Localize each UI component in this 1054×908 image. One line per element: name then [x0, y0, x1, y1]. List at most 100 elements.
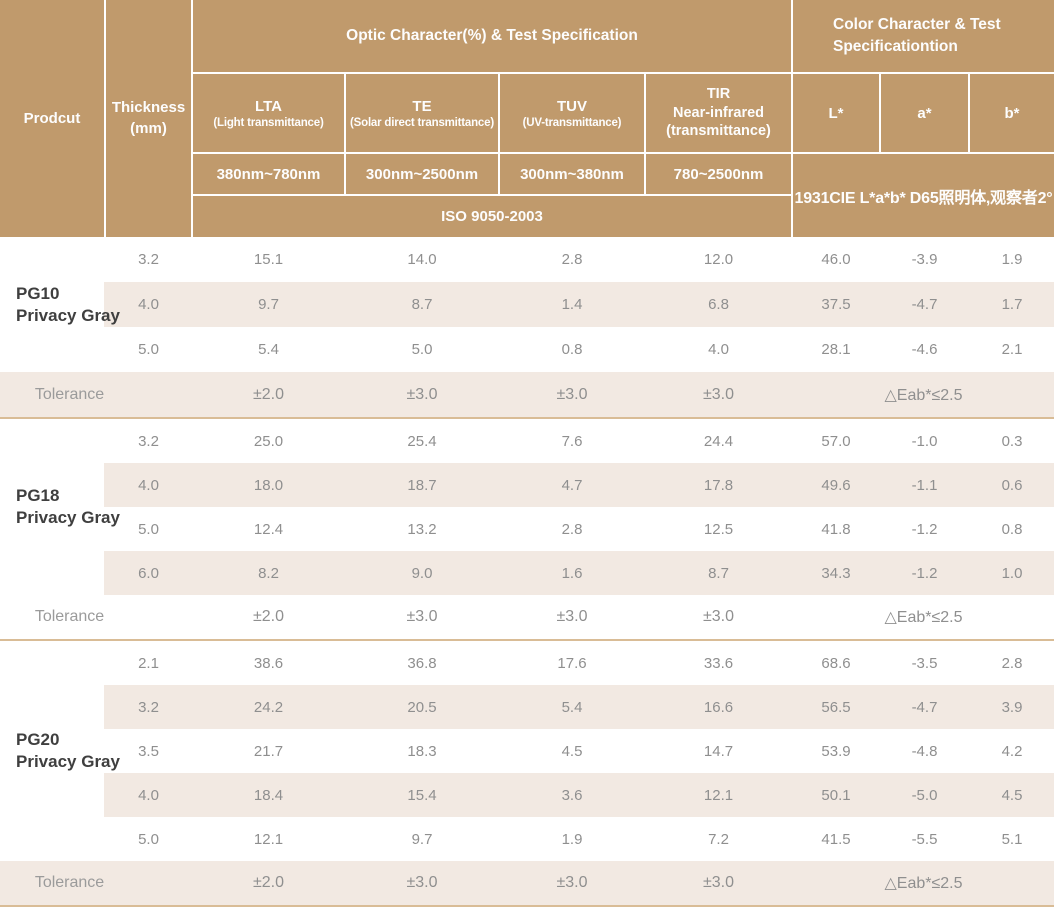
- product-cell: [0, 419, 104, 463]
- table-row: 3.2 25.0 25.4 7.6 24.4 57.0 -1.0 0.3: [0, 419, 1054, 463]
- lta-tolerance: ±2.0: [252, 874, 285, 891]
- lta-value: 38.6: [253, 654, 284, 672]
- tuv-tolerance: ±3.0: [556, 385, 588, 403]
- header-te-abbr: TE: [412, 97, 432, 115]
- color-tolerance: △Eab*≤2.5: [884, 609, 963, 626]
- product-cell: [0, 641, 104, 685]
- header-lta-abbr: LTA: [255, 97, 282, 115]
- product-code: PG18: [16, 485, 60, 505]
- thickness-value: 3.2: [138, 698, 159, 716]
- header-iso-standard: ISO 9050-2003: [193, 196, 791, 237]
- header-astar: a*: [881, 74, 968, 152]
- thickness-value: 3.2: [138, 432, 159, 450]
- section-divider: [0, 905, 1054, 907]
- product-type: Privacy Gray: [16, 752, 120, 771]
- lstar-value: 50.1: [821, 786, 851, 804]
- header-thickness-line2: (mm): [130, 119, 167, 137]
- header-color-title-line1: Color Character & Test: [833, 15, 1001, 33]
- product-code: PG20: [16, 729, 60, 749]
- tir-value: 16.6: [703, 698, 734, 716]
- thickness-value: 5.0: [138, 520, 159, 538]
- astar-value: -5.5: [911, 830, 938, 848]
- product-code: PG10: [16, 283, 60, 303]
- table-row: 5.0 12.4 13.2 2.8 12.5 41.8 -1.2 0.8: [0, 507, 1054, 551]
- header-tir: TIR Near-infrared (transmittance): [646, 74, 791, 152]
- header-optic-title: Optic Character(%) & Test Specification: [193, 0, 791, 72]
- product-cell: [0, 773, 104, 817]
- tir-tolerance: ±3.0: [702, 874, 735, 891]
- tir-tolerance: ±3.0: [702, 608, 735, 625]
- bstar-value: 1.0: [1001, 564, 1023, 582]
- thickness-value: 3.5: [138, 742, 159, 760]
- tir-value: 4.0: [708, 341, 729, 358]
- lstar-value: 41.5: [821, 830, 851, 848]
- lta-value: 18.0: [253, 476, 284, 494]
- product-cell: [0, 463, 104, 507]
- tuv-tolerance: ±3.0: [556, 874, 588, 891]
- tolerance-label: Tolerance: [34, 385, 105, 403]
- header-te-range: 300nm~2500nm: [346, 154, 498, 194]
- product-type: Privacy Gray: [16, 305, 120, 325]
- table-row: 5.0 12.1 9.7 1.9 7.2 41.5 -5.5 5.1: [0, 817, 1054, 861]
- tir-value: 14.7: [703, 742, 734, 760]
- product-cell: [0, 551, 104, 595]
- section-divider: [0, 417, 1054, 419]
- astar-value: -3.5: [911, 654, 938, 672]
- header-te: TE (Solar direct transmittance): [346, 74, 498, 152]
- bstar-value: 3.9: [1001, 698, 1023, 716]
- header-tir-range: 780~2500nm: [646, 154, 791, 194]
- tir-value: 6.8: [708, 296, 729, 313]
- header-tuv-range: 300nm~380nm: [500, 154, 644, 194]
- tolerance-label: Tolerance: [34, 608, 105, 625]
- tir-value: 24.4: [703, 432, 734, 450]
- header-color-title: Color Character & Test Specificationtion: [793, 0, 1054, 72]
- tir-tolerance: ±3.0: [702, 385, 735, 403]
- astar-value: -5.0: [911, 786, 938, 804]
- header-thickness-line1: Thickness: [111, 99, 186, 117]
- bstar-value: 0.6: [1001, 476, 1023, 494]
- te-value: 18.7: [407, 476, 437, 494]
- thickness-value: 4.0: [138, 786, 159, 804]
- te-value: 9.0: [411, 564, 433, 582]
- tir-value: 12.5: [703, 520, 734, 538]
- astar-value: -4.7: [911, 296, 938, 313]
- te-value: 13.2: [407, 520, 437, 538]
- lta-value: 15.1: [253, 251, 284, 268]
- tolerance-row: Tolerance ±2.0 ±3.0 ±3.0 ±3.0 △Eab*≤2.5: [0, 595, 1054, 639]
- lta-value: 8.2: [258, 564, 279, 582]
- thickness-value: 4.0: [138, 476, 159, 494]
- bstar-value: 0.8: [1001, 520, 1023, 538]
- astar-value: -1.2: [911, 520, 938, 538]
- lstar-value: 46.0: [821, 251, 851, 268]
- lta-value: 21.7: [253, 742, 284, 760]
- table-row: 6.0 8.2 9.0 1.6 8.7 34.3 -1.2 1.0: [0, 551, 1054, 595]
- product-cell: [0, 327, 104, 372]
- header-lta-desc: (Light transmittance): [213, 116, 324, 129]
- header-tuv-abbr: TUV: [557, 97, 587, 115]
- lta-value: 24.2: [253, 698, 284, 716]
- te-tolerance: ±3.0: [406, 608, 438, 625]
- tuv-value: 2.8: [561, 251, 583, 268]
- bstar-value: 0.3: [1001, 432, 1023, 450]
- section-pg20: PG20 Privacy Gray 2.1 38.6 36.8 17.6 33.…: [0, 641, 1054, 907]
- astar-value: -1.2: [911, 564, 938, 582]
- table-row: 3.5 21.7 18.3 4.5 14.7 53.9 -4.8 4.2: [0, 729, 1054, 773]
- header-product: Prodcut: [0, 0, 104, 237]
- product-name-pg10: PG10 Privacy Gray: [16, 282, 120, 326]
- lta-value: 9.7: [258, 296, 279, 313]
- tuv-value: 4.5: [561, 742, 583, 760]
- pg20-rows: PG20 Privacy Gray 2.1 38.6 36.8 17.6 33.…: [0, 641, 1054, 861]
- te-value: 36.8: [407, 654, 437, 672]
- table-row: 4.0 18.4 15.4 3.6 12.1 50.1 -5.0 4.5: [0, 773, 1054, 817]
- lta-value: 25.0: [253, 432, 284, 450]
- header-tuv-desc: (UV-transmittance): [522, 116, 622, 129]
- lta-tolerance: ±2.0: [252, 608, 285, 625]
- header-cie-note: 1931CIE L*a*b* D65照明体,观察者2°: [793, 154, 1054, 237]
- te-value: 18.3: [407, 742, 437, 760]
- lstar-value: 49.6: [821, 476, 851, 494]
- tolerance-label: Tolerance: [34, 874, 105, 891]
- header-te-desc: (Solar direct transmittance): [350, 116, 494, 129]
- pg18-rows: PG18 Privacy Gray 3.2 25.0 25.4 7.6 24.4…: [0, 419, 1054, 595]
- pg10-rows: PG10 Privacy Gray 3.2 15.1 14.0 2.8 12.0…: [0, 237, 1054, 372]
